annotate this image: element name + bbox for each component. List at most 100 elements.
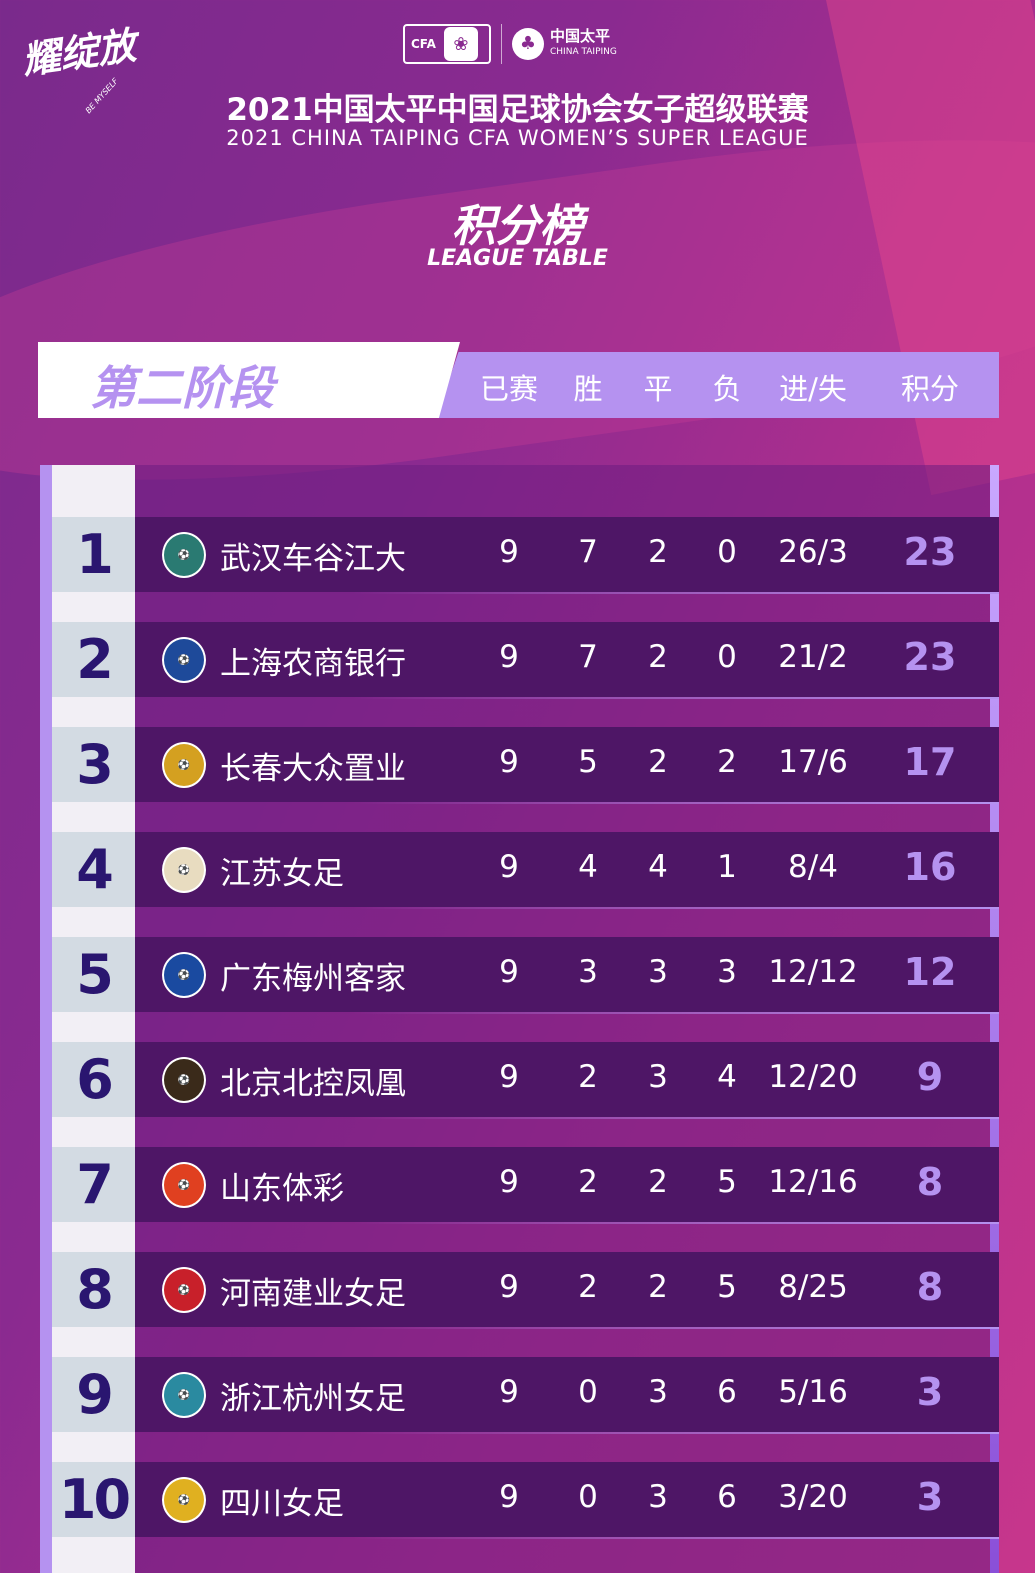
points-value: 17	[903, 740, 957, 784]
table-row: 8 ⚽ 河南建业女足 9 2 2 5 8/25 8	[52, 1252, 999, 1329]
table-row: 6 ⚽ 北京北控凤凰 9 2 3 4 12/20 9	[52, 1042, 999, 1119]
goals-value: 26/3	[778, 534, 848, 570]
table-row: 7 ⚽ 山东体彩 9 2 2 5 12/16 8	[52, 1147, 999, 1224]
changchun-crest-icon: ⚽	[162, 742, 206, 788]
column-header-played: 已赛	[479, 372, 539, 406]
team-name: 广东梅州客家	[220, 961, 406, 997]
shandong-crest-icon: ⚽	[162, 1162, 206, 1208]
lost-value: 6	[717, 1374, 737, 1410]
team-name: 山东体彩	[220, 1171, 344, 1207]
goals-value: 12/16	[768, 1164, 858, 1200]
tree-icon: ♣	[512, 28, 544, 60]
column-header-lost: 负	[712, 372, 742, 406]
cfa-logo: CFA ❀	[403, 24, 491, 64]
column-header-drawn: 平	[643, 372, 673, 406]
team-name: 河南建业女足	[220, 1276, 406, 1312]
points-value: 3	[916, 1370, 944, 1414]
henan-crest-icon: ⚽	[162, 1267, 206, 1313]
drawn-value: 2	[648, 744, 668, 780]
row-divider	[352, 1117, 999, 1119]
points-value: 9	[916, 1055, 944, 1099]
row-divider	[352, 697, 999, 699]
row-divider	[352, 1327, 999, 1329]
goals-value: 3/20	[778, 1479, 848, 1515]
lost-value: 6	[717, 1479, 737, 1515]
beijing-crest-icon: ⚽	[162, 1057, 206, 1103]
page-title-en: 2021 CHINA TAIPING CFA WOMEN’S SUPER LEA…	[226, 126, 809, 150]
drawn-value: 3	[648, 1479, 668, 1515]
column-header-goals: 进/失	[779, 372, 847, 406]
goals-value: 17/6	[778, 744, 848, 780]
points-value: 23	[903, 635, 957, 679]
row-band	[135, 832, 999, 907]
row-divider	[352, 907, 999, 909]
row-band	[135, 727, 999, 802]
drawn-value: 3	[648, 954, 668, 990]
table-row: 5 ⚽ 广东梅州客家 9 3 3 3 12/12 12	[52, 937, 999, 1014]
goals-value: 21/2	[778, 639, 848, 675]
drawn-value: 2	[648, 1164, 668, 1200]
goals-value: 8/4	[788, 849, 838, 885]
played-value: 9	[499, 1164, 519, 1200]
won-value: 0	[578, 1479, 598, 1515]
section-title-en: LEAGUE TABLE	[427, 246, 608, 271]
row-divider	[352, 1222, 999, 1224]
table-row: 10 ⚽ 四川女足 9 0 3 6 3/20 3	[52, 1462, 999, 1539]
table-border	[40, 465, 52, 1573]
rank: 7	[52, 1147, 135, 1222]
row-divider	[352, 592, 999, 594]
table-row: 1 ⚽ 武汉车谷江大 9 7 2 0 26/3 23	[52, 517, 999, 594]
team-name: 江苏女足	[220, 856, 344, 892]
divider	[501, 24, 502, 64]
won-value: 7	[578, 534, 598, 570]
rank: 8	[52, 1252, 135, 1327]
sponsor-logos: CFA ❀ ♣ 中国太平 CHINA TAIPING	[403, 24, 617, 64]
lost-value: 0	[717, 639, 737, 675]
stage-label: 第二阶段	[90, 361, 274, 415]
rank: 5	[52, 937, 135, 1012]
drawn-value: 2	[648, 534, 668, 570]
team-name: 四川女足	[220, 1486, 344, 1522]
row-band	[135, 1042, 999, 1117]
guangdong-crest-icon: ⚽	[162, 952, 206, 998]
zhejiang-crest-icon: ⚽	[162, 1372, 206, 1418]
won-value: 7	[578, 639, 598, 675]
points-value: 12	[903, 950, 957, 994]
won-value: 0	[578, 1374, 598, 1410]
rank: 1	[52, 517, 135, 592]
row-band	[135, 517, 999, 592]
team-name: 北京北控凤凰	[220, 1066, 406, 1102]
played-value: 9	[499, 1269, 519, 1305]
played-value: 9	[499, 1059, 519, 1095]
points-value: 8	[916, 1160, 944, 1204]
shanghai-crest-icon: ⚽	[162, 637, 206, 683]
row-band	[135, 1252, 999, 1327]
won-value: 5	[578, 744, 598, 780]
goals-value: 12/20	[768, 1059, 858, 1095]
row-band	[135, 1147, 999, 1222]
played-value: 9	[499, 954, 519, 990]
points-value: 23	[903, 530, 957, 574]
section-title: 积分榜	[451, 201, 584, 252]
team-name: 长春大众置业	[220, 751, 406, 787]
rose-icon: ❀	[443, 27, 478, 61]
drawn-value: 2	[648, 639, 668, 675]
won-value: 2	[578, 1164, 598, 1200]
row-band	[135, 1357, 999, 1432]
row-band	[135, 1462, 999, 1537]
goals-value: 8/25	[778, 1269, 848, 1305]
won-value: 3	[578, 954, 598, 990]
drawn-value: 2	[648, 1269, 668, 1305]
sichuan-crest-icon: ⚽	[162, 1477, 206, 1523]
drawn-value: 4	[648, 849, 668, 885]
row-divider	[352, 1432, 999, 1434]
table-border	[990, 465, 999, 1573]
goals-value: 12/12	[768, 954, 858, 990]
team-name: 武汉车谷江大	[220, 541, 406, 577]
table-row: 3 ⚽ 长春大众置业 9 5 2 2 17/6 17	[52, 727, 999, 804]
played-value: 9	[499, 639, 519, 675]
won-value: 2	[578, 1059, 598, 1095]
row-divider	[352, 1012, 999, 1014]
lost-value: 1	[717, 849, 737, 885]
drawn-value: 3	[648, 1374, 668, 1410]
